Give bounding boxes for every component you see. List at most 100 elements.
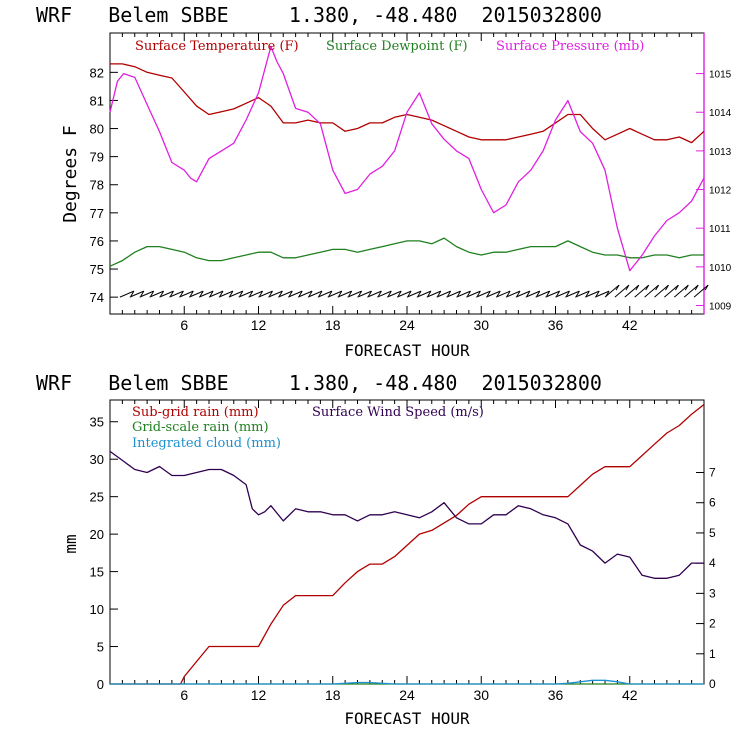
wind-barb-flag-45 [575,290,580,297]
y-tick-label-0: 0 [97,677,104,692]
x-tick-label-6: 6 [180,317,188,333]
x-tick-label-42: 42 [622,317,638,333]
wind-barb-40 [515,290,531,298]
y-tick-label-77: 77 [90,206,104,221]
wind-barb-54 [654,284,669,298]
x-tick-label-36: 36 [548,317,564,333]
wind-barb-flag-46 [585,290,590,297]
wind-barb-25 [367,290,382,298]
wind-barb-39 [505,290,521,298]
wind-barb-flag-24 [368,290,372,297]
bottom-x-axis-label: FORECAST HOUR [344,709,470,728]
y-tick-label-20: 20 [90,527,104,542]
y-tick-label-78: 78 [90,178,104,193]
wind-barb-flag-36 [486,290,491,297]
bottom-y-axis-label: mm [61,534,80,553]
wind-barb-flag-0 [130,290,135,297]
wind-barb-0 [119,290,135,298]
wind-barb-flag-12 [249,290,254,297]
wind-barb-44 [555,290,570,298]
wind-barb-flag-30 [427,290,432,297]
wind-barb-flag-7 [199,290,204,297]
wind-barb-flag-43 [556,290,561,297]
wind-barb-37 [486,290,501,298]
wind-barb-4 [159,290,174,298]
wind-barb-flag-20 [328,290,333,297]
wind-barb-flag-6 [189,290,194,297]
wind-barb-flag-39 [516,290,521,297]
wind-barb-flag-52 [645,284,650,291]
wind-barb-flag-11 [239,290,244,297]
wind-barb-flag-58 [704,284,709,291]
wind-barb-flag-38 [506,290,511,297]
wind-barb-flag-14 [269,290,273,297]
wind-barb-flag-22 [348,290,353,297]
x-tick-label-18: 18 [325,687,341,703]
wind-barb-flag-41 [536,290,541,297]
y2-tick-label-1010: 1010 [709,263,732,274]
wind-barb-26 [377,290,392,298]
wind-barb-31 [426,290,441,298]
wind-barb-42 [535,290,550,298]
wind-barb-2 [139,290,154,298]
wind-barb-10 [218,290,234,298]
wind-barb-flag-49 [615,284,620,291]
y-tick-label-74: 74 [90,290,104,305]
y-tick-label-15: 15 [90,565,104,580]
y2-tick-label-2: 2 [709,617,716,631]
wind-barb-flag-29 [417,290,422,297]
wind-barb-flag-27 [397,290,402,297]
wind-barb-flag-9 [219,290,224,297]
wind-barb-flag-47 [595,290,600,297]
y2-tick-label-0: 0 [709,677,716,691]
y-tick-label-75: 75 [90,262,104,277]
wind-barb-20 [317,290,333,298]
y2-tick-label-1012: 1012 [709,186,732,197]
y-tick-label-81: 81 [90,93,104,108]
x-tick-label-12: 12 [251,317,267,333]
wind-barb-13 [248,290,263,298]
y2-tick-label-1014: 1014 [709,108,732,119]
legend-surface-dewpoint: Surface Dewpoint (F) [326,39,468,54]
wind-barb-1 [129,290,144,298]
wind-barb-30 [416,290,432,298]
legend-subgrid-rain: Sub-grid rain (mm) [132,405,259,420]
wind-barb-9 [208,290,224,298]
top-plot-marks: 6 12 18 24 30 36 42 74 75 76 77 78 79 80 81 82 1009 1010 1… [90,33,732,333]
wind-barb-7 [189,290,204,298]
wind-barb-11 [228,290,243,298]
y2-tick-label-1013: 1013 [709,147,732,158]
wind-barb-58 [693,284,709,298]
wind-barb-53 [644,284,659,298]
bottom-chart: WRF Belem SBBE 1.380, -48.480 2015032800… [36,371,716,728]
wind-barb-flag-15 [278,290,283,297]
y-tick-label-79: 79 [90,150,104,165]
wind-barb-flag-32 [447,290,452,297]
y2-tick-label-1011: 1011 [709,224,731,235]
wind-barb-49 [604,284,620,298]
bottom-chart-title: WRF Belem SBBE 1.380, -48.480 2015032800 [36,371,602,395]
wind-barb-34 [456,290,471,298]
wind-barb-flag-19 [318,290,323,297]
y-tick-label-10: 10 [90,602,104,617]
legend-surface-temperature: Surface Temperature (F) [135,39,299,54]
wind-barb-flag-13 [259,290,264,297]
legend-surface-wind-speed: Surface Wind Speed (m/s) [312,405,484,420]
wind-barb-45 [565,290,580,298]
x-tick-label-12: 12 [251,687,267,703]
wind-barb-52 [634,284,650,298]
wind-barb-41 [525,290,540,298]
wind-barb-flag-18 [308,290,313,297]
wind-barb-flag-10 [229,290,234,297]
wind-barb-flag-25 [377,290,382,297]
wind-barb-47 [585,290,600,298]
wind-barb-flag-54 [665,284,669,291]
wind-barb-flag-31 [437,290,442,297]
y2-tick-label-1015: 1015 [709,70,732,81]
x-tick-label-42: 42 [622,687,638,703]
wind-barb-23 [347,290,362,298]
wind-barb-32 [436,290,451,298]
wind-barb-33 [446,290,461,298]
